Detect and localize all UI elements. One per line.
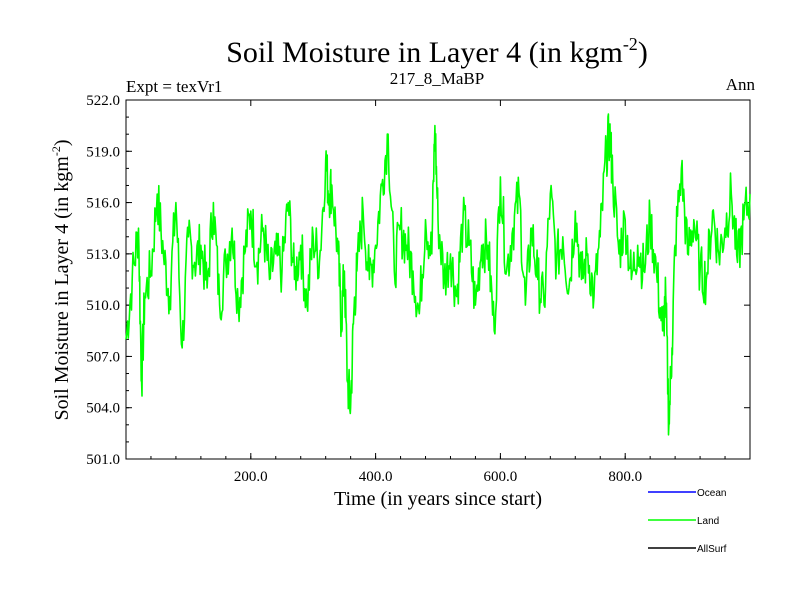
y-tick-label: 510.0 xyxy=(86,298,120,314)
period-label: 217_8_MaBP xyxy=(390,69,484,88)
legend: Ocean Land AllSurf xyxy=(648,488,727,555)
series-layer xyxy=(125,113,751,436)
legend-label-land: Land xyxy=(697,516,719,527)
x-tick-label: 800.0 xyxy=(608,469,642,485)
y-tick-label: 513.0 xyxy=(86,247,120,263)
y-tick-label: 516.0 xyxy=(86,196,120,212)
season-label: Ann xyxy=(726,75,756,94)
series-line-land xyxy=(125,113,751,436)
y-tick-label: 522.0 xyxy=(86,93,120,109)
y-tick-label: 507.0 xyxy=(86,349,120,365)
plot-frame xyxy=(125,99,751,460)
axis-ticks: 200.0 400.0 600.0 800.0 501.0 504.0 507.0 510.0… xyxy=(86,93,751,485)
chart-title: Soil Moisture in Layer 4 (in kgm-2) xyxy=(226,34,648,69)
x-axis-label: Time (in years since start) xyxy=(334,488,542,510)
x-tick-label: 200.0 xyxy=(234,469,268,485)
y-axis-label: Soil Moisture in Layer 4 (in kgm-2) xyxy=(49,139,73,420)
y-tick-label: 504.0 xyxy=(86,401,120,417)
x-tick-label: 400.0 xyxy=(359,469,393,485)
x-tick-label: 600.0 xyxy=(484,469,518,485)
legend-label-allsurf: AllSurf xyxy=(697,544,727,555)
experiment-label: Expt = texVr1 xyxy=(126,77,222,96)
legend-label-ocean: Ocean xyxy=(697,488,726,499)
y-tick-label: 519.0 xyxy=(86,144,120,160)
y-tick-label: 501.0 xyxy=(86,452,120,468)
